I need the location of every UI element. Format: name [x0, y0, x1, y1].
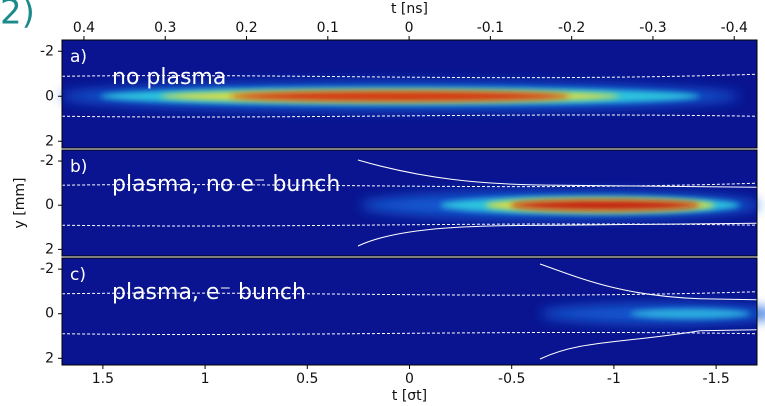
- y-tick-label: -2: [40, 153, 54, 169]
- x-tick-label: -0.3: [639, 20, 666, 36]
- x-tick-label: 1: [201, 371, 210, 387]
- x-tick-label: -0.5: [498, 371, 525, 387]
- x-tick-label: 0.3: [154, 20, 176, 36]
- x-tick-label: 0.1: [317, 20, 339, 36]
- x-tick-label: 0.2: [235, 20, 257, 36]
- intensity-region: [630, 308, 750, 319]
- y-tick-label: 0: [45, 197, 54, 213]
- x-tick-label: -0.1: [477, 20, 504, 36]
- x-tick-label: -0.2: [558, 20, 585, 36]
- panel-frame: [61, 149, 758, 257]
- dashed-contour: [61, 114, 758, 118]
- x-tick-label: 0.4: [73, 20, 95, 36]
- y-tick-label: -2: [40, 261, 54, 277]
- y-tick-label: 0: [45, 306, 54, 322]
- panel-annotation: no plasma: [112, 65, 226, 90]
- x-tick-label: 1.5: [92, 371, 114, 387]
- solid-contour: [357, 159, 758, 188]
- x-tick-label: 0: [405, 20, 414, 36]
- panel-label: a): [70, 47, 87, 67]
- intensity-region: [230, 91, 570, 102]
- panel: b) plasma, no e⁻ bunch -2 0 2 y [mm]: [12, 149, 760, 257]
- y-axis-title: y [mm]: [12, 178, 28, 229]
- panel-annotation: plasma, no e⁻ bunch: [112, 172, 340, 197]
- x-tick-label: 0: [405, 371, 414, 387]
- y-tick-label: 0: [45, 88, 54, 104]
- dashed-contour: [61, 223, 758, 227]
- panel-annotation: plasma, e⁻ bunch: [112, 280, 306, 305]
- axis-title: t [σt]: [392, 388, 427, 404]
- y-tick-label: 2: [45, 133, 54, 149]
- dashed-contour: [61, 182, 758, 188]
- solid-contour: [357, 222, 758, 247]
- dashed-contour: [61, 291, 758, 296]
- dashed-contour: [61, 73, 758, 79]
- y-tick-label: 2: [45, 350, 54, 366]
- panel-label: c): [70, 265, 86, 285]
- x-tick-label: -1: [607, 371, 621, 387]
- solid-contour: [539, 263, 758, 301]
- solid-contour: [539, 329, 758, 360]
- y-tick-label: -2: [40, 43, 54, 59]
- panel-label: b): [70, 157, 87, 177]
- intensity-region: [510, 200, 700, 211]
- cropped-caption: 2): [0, 0, 35, 33]
- x-tick-label: 0.5: [296, 371, 318, 387]
- x-tick-label: -0.4: [721, 20, 748, 36]
- dashed-contour: [61, 331, 758, 336]
- x-tick-label: -1.5: [702, 371, 729, 387]
- panel: a) no plasma -2 0 2 0.4 0.3 0.2 0.1 0 -0.1 -0.2 -0.3…: [40, 1, 758, 149]
- y-tick-label: 2: [45, 241, 54, 257]
- panel: c) plasma, e⁻ bunch -2 0 2 1.5 1 0.5 0 -0.5 -1 -1.5…: [40, 257, 765, 404]
- axis-title: t [ns]: [391, 1, 428, 17]
